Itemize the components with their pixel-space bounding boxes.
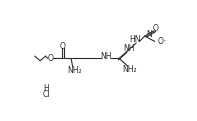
Text: HN: HN [130,35,141,44]
Text: O: O [153,24,159,33]
Text: NH₂: NH₂ [67,66,82,75]
Text: O: O [60,42,66,51]
Text: O⁻: O⁻ [158,37,168,46]
Text: H: H [44,84,49,93]
Text: NH: NH [124,44,135,53]
Text: NH₂: NH₂ [122,65,137,74]
Text: NH: NH [100,52,112,61]
Text: O: O [47,54,53,63]
Text: Cl: Cl [43,90,50,99]
Text: N⁺: N⁺ [146,30,156,39]
